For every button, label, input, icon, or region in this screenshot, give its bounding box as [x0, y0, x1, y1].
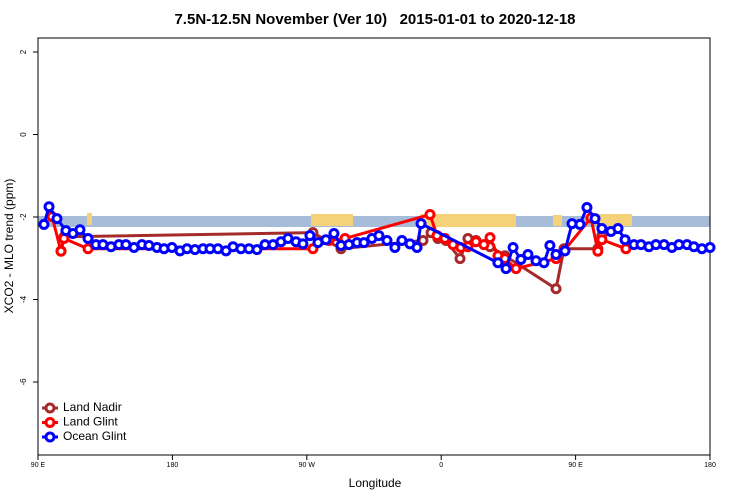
y-tick-label: -4 [19, 295, 28, 303]
data-point [492, 257, 504, 269]
data-point [358, 237, 370, 249]
series [38, 201, 716, 275]
data-point [500, 263, 512, 275]
data-point [320, 234, 332, 246]
data-point [328, 228, 340, 240]
data-point [74, 224, 86, 236]
land-region [311, 214, 353, 226]
data-point [619, 234, 631, 246]
data-point [592, 245, 604, 257]
data-point [596, 223, 608, 235]
data-point [373, 230, 385, 242]
data-point [574, 218, 586, 230]
data-point [389, 242, 401, 254]
land-region [553, 215, 562, 226]
chart-title: 7.5N-12.5N November (Ver 10) 2015-01-01 … [174, 11, 575, 28]
data-point [510, 263, 522, 275]
data-point [51, 213, 63, 225]
data-point [581, 202, 593, 214]
data-point [550, 283, 562, 295]
data-point [411, 242, 423, 254]
x-tick-label: 180 [704, 462, 716, 469]
data-point [82, 232, 94, 244]
data-point [589, 213, 601, 225]
legend-marker [44, 431, 56, 443]
y-axis-label: XCO2 - MLO trend (ppm) [2, 179, 16, 314]
x-tick-label: 90 E [31, 462, 46, 469]
data-point [38, 218, 50, 230]
y-tick-label: -2 [19, 213, 28, 221]
data-point [454, 253, 466, 265]
data-point [612, 223, 624, 235]
land-mask [38, 213, 710, 227]
data-point [596, 234, 608, 246]
data-point [381, 235, 393, 247]
legend-label: Land Nadir [63, 400, 122, 414]
data-point [82, 243, 94, 255]
y-tick-label: 0 [19, 132, 28, 137]
land-region [596, 214, 632, 226]
data-point [415, 218, 427, 230]
data-point [478, 239, 490, 251]
data-point [538, 257, 550, 269]
data-point [55, 245, 67, 257]
data-point [297, 238, 309, 250]
data-point [704, 242, 716, 254]
legend-marker [44, 417, 56, 428]
data-point [559, 245, 571, 257]
data-point [43, 201, 55, 213]
data-point [522, 249, 534, 261]
x-tick-label: 180 [167, 462, 179, 469]
x-tick-label: 90 E [568, 462, 583, 469]
land-region [87, 213, 92, 225]
data-point [484, 232, 496, 244]
x-tick-label: 90 W [299, 462, 316, 469]
data-point [515, 253, 527, 265]
data-point [507, 242, 519, 254]
ocean-band [38, 216, 710, 227]
data-point [424, 209, 436, 221]
data-point [550, 249, 562, 261]
data-point [304, 230, 316, 242]
legend-marker [44, 402, 56, 414]
land-region [420, 214, 516, 227]
legend-label: Land Glint [63, 415, 118, 429]
data-point [251, 244, 263, 256]
legend-label: Ocean Glint [63, 429, 127, 443]
x-tick-label: 0 [439, 462, 443, 469]
y-tick-label: 2 [19, 49, 28, 54]
data-point [544, 239, 556, 251]
y-tick-label: -6 [19, 378, 28, 386]
x-axis-label: Longitude [349, 476, 402, 490]
